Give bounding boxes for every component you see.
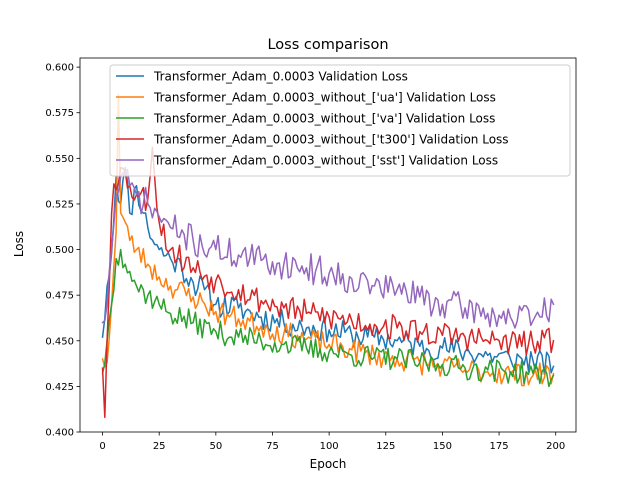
series-line-5 bbox=[101, 168, 555, 329]
y-tick-label: 0.550 bbox=[45, 154, 74, 165]
y-axis-label: Loss bbox=[12, 231, 26, 257]
series-line-3 bbox=[101, 248, 555, 388]
y-tick-label: 0.475 bbox=[45, 291, 74, 302]
y-tick-label: 0.500 bbox=[45, 245, 74, 256]
x-tick-label: 150 bbox=[433, 441, 452, 452]
legend-label: Transformer_Adam_0.0003 Validation Loss bbox=[153, 70, 408, 84]
x-tick-label: 25 bbox=[153, 441, 166, 452]
legend-label: Transformer_Adam_0.0003_without_['t300']… bbox=[153, 133, 509, 147]
plot-area bbox=[101, 93, 555, 419]
x-tick-label: 75 bbox=[266, 441, 279, 452]
x-tick-label: 0 bbox=[99, 441, 105, 452]
legend-label: Transformer_Adam_0.0003_without_['ua'] V… bbox=[153, 91, 496, 105]
series-line-4 bbox=[101, 146, 555, 419]
x-tick-label: 100 bbox=[320, 441, 339, 452]
legend-label: Transformer_Adam_0.0003_without_['va'] V… bbox=[153, 112, 495, 126]
y-tick-label: 0.525 bbox=[45, 199, 74, 210]
legend-box bbox=[109, 64, 571, 177]
chart-title: Loss comparison bbox=[267, 37, 388, 53]
series-line-2 bbox=[101, 93, 555, 387]
y-tick-label: 0.575 bbox=[45, 108, 74, 119]
x-tick-label: 200 bbox=[546, 441, 565, 452]
x-tick-label: 50 bbox=[209, 441, 222, 452]
axes: 0 25 50 75 100 125 150 175 200 0.400 0.425 0.450 0.4… bbox=[45, 57, 577, 452]
y-tick-label: 0.400 bbox=[45, 428, 74, 439]
y-tick-label: 0.425 bbox=[45, 382, 74, 393]
x-axis-label: Epoch bbox=[310, 457, 347, 471]
y-tick-label: 0.600 bbox=[45, 63, 74, 74]
legend: Transformer_Adam_0.0003 Validation Loss T… bbox=[109, 64, 571, 177]
x-tick-label: 125 bbox=[376, 441, 395, 452]
legend-label: Transformer_Adam_0.0003_without_['sst'] … bbox=[153, 154, 498, 168]
y-tick-label: 0.450 bbox=[45, 336, 74, 347]
x-tick-label: 175 bbox=[490, 441, 509, 452]
axes-frame bbox=[79, 57, 577, 433]
